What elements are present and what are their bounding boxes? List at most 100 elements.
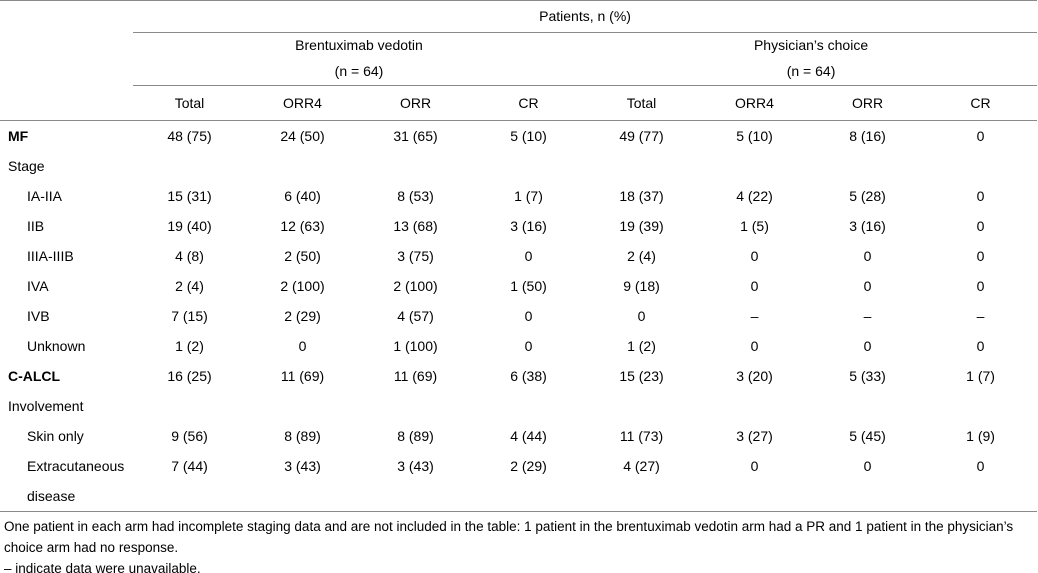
cell: 3 (75) [397,248,434,264]
footnote: – indicate data were unavailable. [4,561,201,573]
cell: 1 (9) [966,428,995,444]
cell: 3 (16) [510,218,547,234]
row-label: Skin only [27,428,84,444]
cell: 0 [863,458,872,474]
cell [585,151,698,181]
cell: 5 (10) [472,120,585,151]
row-label: Involvement [8,398,84,414]
cell [924,151,1037,181]
cell: 1 (2) [627,338,656,354]
cell: 11 (69) [280,368,325,384]
cell: 0 [976,218,985,234]
cell: 2 (4) [175,278,204,294]
cell: 24 (50) [246,120,359,151]
group-header-brentuximab: Brentuximab vedotin [133,32,585,58]
cell: 7 (44) [171,458,208,474]
cell: 0 [524,308,533,324]
column-header-row: Total ORR4 ORR CR Total ORR4 ORR CR [0,85,1038,121]
cell: 11 (69) [393,368,438,384]
cell: 4 (44) [510,428,547,444]
table-row: Extracutaneous disease 7 (44) 3 (43) 3 (43)… [0,451,1037,512]
cell: 8 (53) [397,188,434,204]
group-row: Brentuximab vedotin Physician’s choice [0,32,1038,59]
footnote: One patient in each arm had incomplete s… [4,519,1014,555]
patients-header: Patients, n (%) [133,0,1038,33]
cell [585,391,698,421]
cell [359,391,472,421]
column-header: Total [585,85,698,121]
cell: 5 (45) [849,428,886,444]
cell: 8 (89) [284,428,321,444]
cell: 48 (75) [133,120,246,151]
table-header: Patients, n (%) Brentuximab vedotin Phys… [0,0,1038,121]
cell [246,391,359,421]
cell [133,151,246,181]
group-n-label: (n = 64) [334,63,384,79]
cell: 8 (16) [811,120,924,151]
cell [246,151,359,181]
row-label: IIIA-IIIB [27,248,74,264]
cell: 3 (43) [397,458,434,474]
row-label: C-ALCL [8,368,61,384]
cell: 1 (100) [393,338,438,354]
table-row: Stage [0,151,1037,181]
cell: 0 [750,458,759,474]
row-label: IVA [27,278,49,294]
cell [924,391,1037,421]
cell [133,391,246,421]
cell [811,391,924,421]
table-row: IIIA-IIIB 4 (8) 2 (50) 3 (75) 0 2 (4) 0 0 0 [0,241,1037,271]
cell: 2 (29) [510,458,547,474]
row-label: IVB [27,308,50,324]
cell: 0 [976,458,985,474]
table-row: IVB 7 (15) 2 (29) 4 (57) 0 0 – – – [0,301,1037,331]
cell: 31 (65) [359,120,472,151]
cell [472,391,585,421]
footnotes: One patient in each arm had incomplete s… [0,512,1038,573]
cell: 0 [863,338,872,354]
table-body: MF 48 (75) 24 (50) 31 (65) 5 (10) 49 (77) 5 (1… [0,120,1038,512]
cell: 19 (39) [619,218,664,234]
cell: 9 (18) [623,278,660,294]
cell: 0 [524,248,533,264]
row-label: IIB [27,218,45,234]
group-n-row: (n = 64) (n = 64) [0,58,1037,86]
cell: – [863,308,872,324]
cell: 0 [750,278,759,294]
corner-cell [0,0,133,33]
cell: 1 (5) [740,218,769,234]
cell: 4 (27) [623,458,660,474]
column-header: ORR4 [698,85,811,121]
cell: – [976,308,985,324]
cell: 3 (16) [849,218,886,234]
column-header: ORR [359,85,472,121]
spanner-row: Patients, n (%) [0,0,1038,33]
cell [698,391,811,421]
corner-cell [0,86,133,121]
corner-cell [0,33,133,59]
cell [359,151,472,181]
table-row: IIB 19 (40) 12 (63) 13 (68) 3 (16) 19 (39) 1 (… [0,211,1037,241]
cell: 1 (2) [175,338,204,354]
cell: 1 (50) [510,278,547,294]
column-header: Total [133,85,246,121]
table-row: MF 48 (75) 24 (50) 31 (65) 5 (10) 49 (77) 5 (1… [0,120,1038,151]
cell: 0 [924,120,1038,151]
table-row: IA-IIA 15 (31) 6 (40) 8 (53) 1 (7) 18 (37) 4 (… [0,181,1037,211]
cell: 8 (89) [397,428,434,444]
cell: 18 (37) [619,188,664,204]
cell [811,151,924,181]
cell: – [750,308,759,324]
cell: 12 (63) [280,218,325,234]
cell: 2 (4) [627,248,656,264]
cell: 15 (23) [619,368,664,384]
cell: 3 (43) [284,458,321,474]
corner-cell [0,58,133,86]
cell: 0 [863,278,872,294]
cell: 6 (40) [284,188,321,204]
row-label: IA-IIA [27,188,63,204]
cell: 0 [637,308,646,324]
cell: 5 (10) [698,120,811,151]
results-table: Patients, n (%) Brentuximab vedotin Phys… [0,0,1038,512]
